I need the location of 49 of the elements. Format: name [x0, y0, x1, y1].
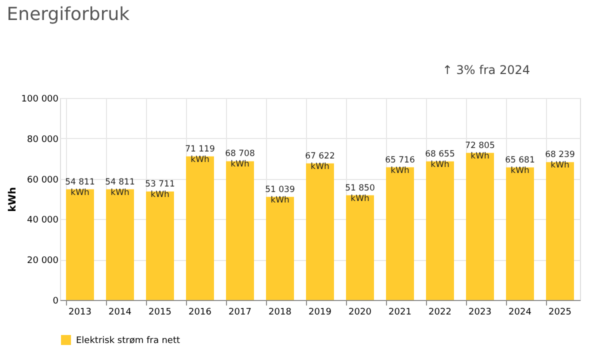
bar	[226, 161, 254, 300]
x-tick-label: 2014	[108, 308, 132, 318]
data-label: 71 119 kWh	[185, 144, 215, 165]
data-label: 68 239 kWh	[545, 150, 575, 171]
x-tick-label: 2017	[228, 308, 252, 318]
x-tick-label: 2021	[388, 308, 412, 318]
bar	[426, 161, 454, 300]
bar	[66, 189, 94, 300]
data-label: 67 622 kWh	[305, 151, 335, 172]
data-label: 51 850 kWh	[345, 183, 375, 204]
data-label: 51 039 kWh	[265, 184, 295, 206]
bar	[386, 167, 414, 300]
y-tick-label: 60 000	[27, 175, 59, 186]
data-label: 65 681 kWh	[505, 155, 535, 176]
bar	[146, 192, 174, 300]
y-tick-label: 100 000	[21, 94, 59, 104]
bar	[346, 195, 374, 300]
legend-label: Elektrisk strøm fra nett	[76, 336, 180, 346]
x-tick-label: 2013	[68, 308, 92, 318]
bar	[466, 152, 494, 300]
x-tick-label: 2022	[428, 308, 452, 318]
x-tick-label: 2024	[508, 308, 532, 318]
data-label: 72 805 kWh	[465, 140, 495, 162]
bar	[306, 163, 334, 300]
data-label: 54 811 kWh	[105, 177, 135, 198]
bar	[186, 156, 214, 300]
y-tick-label: 0	[52, 296, 59, 306]
data-label: 53 711 kWh	[145, 180, 175, 200]
y-tick-label: 80 000	[27, 134, 59, 145]
data-label: 68 708 kWh	[225, 149, 255, 170]
x-tick-label: 2025	[548, 308, 572, 318]
data-label: 54 811 kWh	[65, 177, 95, 198]
x-tick-label: 2019	[308, 308, 332, 318]
y-axis-title: kWh	[7, 187, 18, 212]
text: ↑ 3% fra 2024	[442, 63, 530, 77]
y-tick-label: 20 000	[27, 256, 59, 266]
x-tick-label: 2015	[148, 308, 172, 318]
chart-title: Energiforbruk	[6, 4, 130, 25]
x-tick-label: 2020	[348, 308, 372, 318]
x-tick-label: 2018	[268, 308, 292, 318]
data-label: 68 655 kWh	[425, 149, 455, 170]
data-label: 65 716 kWh	[385, 155, 415, 176]
bar	[546, 162, 574, 300]
x-tick-label: 2023	[468, 308, 492, 318]
y-tick-label: 40 000	[27, 216, 59, 226]
bar	[106, 189, 134, 300]
bar	[266, 196, 294, 300]
bar	[506, 167, 534, 300]
x-tick-label: 2016	[188, 308, 212, 318]
